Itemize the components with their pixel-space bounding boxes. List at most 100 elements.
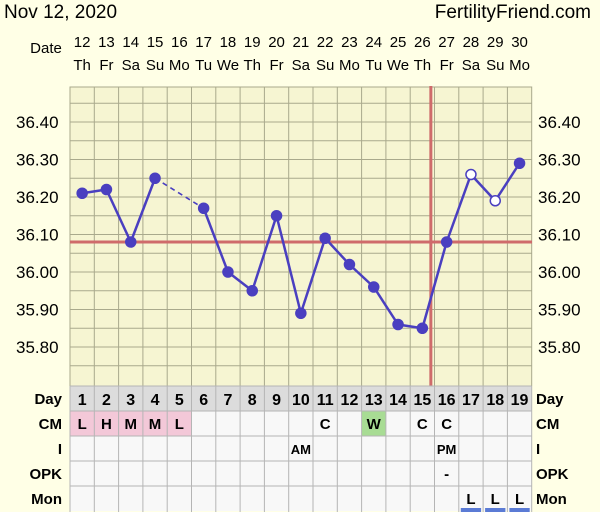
cm-cell: C	[320, 416, 331, 433]
temp-point	[319, 232, 331, 244]
row-label-right: CM	[536, 416, 559, 433]
y-tick-right: 35.80	[538, 338, 581, 357]
date-number: 24	[365, 34, 382, 51]
temp-line-segment	[445, 174, 473, 243]
date-number: 22	[317, 34, 334, 51]
cycle-day-number: 7	[223, 392, 232, 409]
temp-point	[246, 285, 258, 297]
i-cell: PM	[437, 442, 457, 457]
date-number: 20	[268, 34, 285, 51]
temp-line-segment	[372, 286, 400, 326]
row-label-left: Day	[34, 391, 62, 408]
date-number: 26	[414, 34, 431, 51]
y-tick-left: 36.10	[16, 226, 59, 245]
temp-line-segment	[251, 215, 278, 292]
weekday-label: Su	[486, 57, 504, 74]
cm-cell: L	[175, 416, 184, 433]
weekday-label: Su	[146, 57, 164, 74]
y-tick-left: 36.40	[16, 113, 59, 132]
site-name[interactable]: FertilityFriend.com	[435, 2, 591, 23]
date-number: 25	[390, 34, 407, 51]
weekday-label: Fr	[99, 57, 113, 74]
date-number: 27	[438, 34, 455, 51]
cycle-day-number: 1	[78, 392, 87, 409]
temp-point	[125, 236, 137, 248]
cycle-day-number: 18	[486, 392, 504, 409]
temp-line-segment	[494, 162, 521, 202]
temp-point	[368, 281, 380, 293]
weekday-label: Fr	[269, 57, 283, 74]
cm-cell: C	[441, 416, 452, 433]
temp-point-open	[465, 168, 477, 181]
date-number: 14	[122, 34, 139, 51]
temp-point	[197, 202, 210, 214]
y-tick-right: 36.00	[538, 263, 581, 282]
date-number: 19	[244, 34, 261, 51]
cycle-day-number: 13	[365, 392, 383, 409]
y-tick-right: 36.10	[538, 226, 581, 245]
temp-line-segment	[470, 173, 497, 202]
date-number: 15	[147, 34, 164, 51]
date-number: 12	[74, 34, 91, 51]
date-number: 17	[195, 34, 212, 51]
table-row-band	[70, 486, 532, 511]
weekday-label: Tu	[195, 57, 212, 74]
date-number: 30	[511, 34, 528, 51]
temp-line-segment	[299, 237, 327, 314]
temp-line-segment	[421, 241, 448, 329]
temp-line-segment	[105, 188, 132, 243]
date-number: 16	[171, 34, 188, 51]
y-tick-right: 36.40	[538, 113, 581, 132]
temp-point	[392, 318, 404, 331]
cycle-day-number: 10	[292, 392, 310, 409]
cycle-day-number: 2	[102, 392, 111, 409]
weekday-label: Fr	[440, 57, 454, 74]
cm-cell-pink	[142, 411, 168, 436]
weekday-label: Mo	[509, 57, 530, 74]
temp-point-open	[489, 195, 501, 207]
weekday-label: Mo	[339, 57, 360, 74]
cm-cell-pink	[94, 411, 119, 436]
row-label-right: Mon	[536, 491, 567, 508]
y-tick-left: 35.90	[16, 301, 59, 320]
cycle-day-number: 12	[341, 392, 359, 409]
y-tick-left: 36.20	[16, 188, 59, 207]
day-row-band	[70, 386, 532, 411]
weekday-label: Th	[243, 57, 261, 74]
mon-cell: L	[515, 491, 524, 508]
mon-cell: L	[466, 491, 475, 508]
cm-cell: W	[367, 416, 382, 433]
y-tick-right: 36.30	[538, 151, 581, 170]
mon-marker	[460, 508, 482, 512]
cycle-day-number: 19	[511, 392, 529, 409]
row-label-left: I	[58, 441, 62, 458]
y-tick-left: 36.00	[16, 263, 59, 282]
table-row-band	[70, 461, 532, 486]
weekday-label: Sa	[462, 57, 481, 74]
y-axis: 36.40 36.40 36.30 36.30 36.20 36.20 36.10 36.10…	[16, 113, 581, 357]
temp-point	[513, 157, 526, 169]
cm-cell: M	[149, 416, 162, 433]
row-label-right: Day	[536, 391, 564, 408]
y-tick-right: 35.90	[538, 301, 581, 320]
temp-point	[416, 322, 429, 334]
date-number: 29	[487, 34, 504, 51]
opk-cell: -	[444, 466, 449, 483]
cm-cell-green	[361, 411, 386, 436]
cm-cell: L	[78, 416, 87, 433]
row-label-right: OPK	[536, 466, 569, 483]
date-label: Date	[30, 40, 62, 57]
temp-point	[76, 187, 88, 199]
cm-cell-pink	[118, 411, 143, 436]
cycle-day-number: 14	[389, 392, 407, 409]
temp-point	[440, 236, 453, 248]
row-label-left: Mon	[31, 491, 62, 508]
weekday-label: Sa	[292, 57, 311, 74]
weekday-label: Tu	[365, 57, 382, 74]
temp-point	[295, 307, 307, 319]
cycle-day-number: 11	[317, 392, 334, 409]
temp-point	[149, 172, 161, 184]
cycle-day-number: 15	[413, 392, 431, 409]
weekday-label: Sa	[122, 57, 141, 74]
